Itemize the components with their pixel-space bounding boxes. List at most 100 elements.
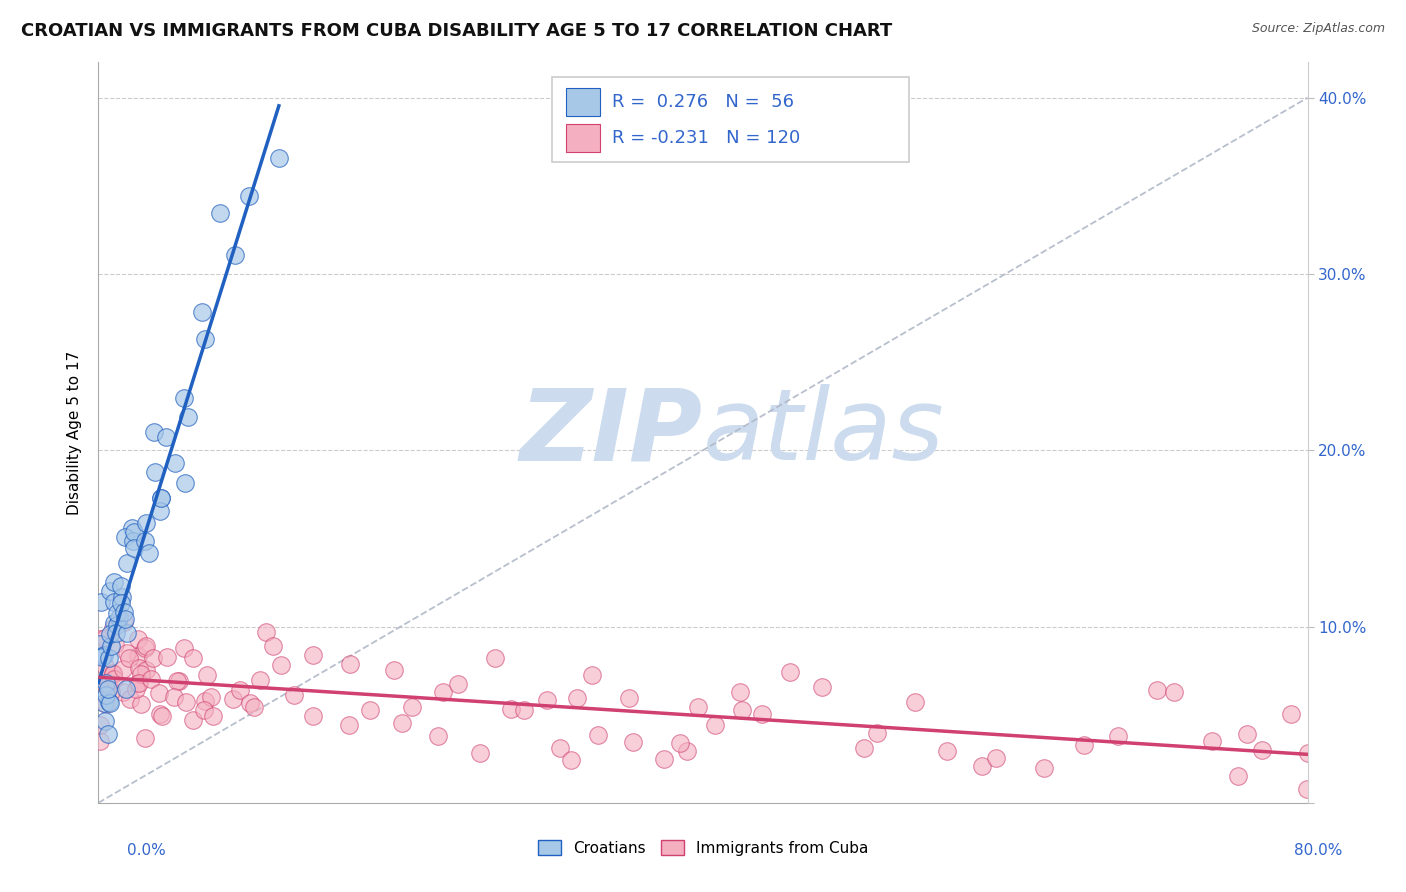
Point xyxy=(110,579,132,593)
Point xyxy=(470,746,492,760)
Point xyxy=(548,740,571,755)
Point xyxy=(560,753,582,767)
Point xyxy=(270,657,292,672)
Point xyxy=(176,410,198,425)
Point xyxy=(90,595,112,609)
Y-axis label: Disability Age 5 to 17: Disability Age 5 to 17 xyxy=(67,351,83,515)
Point xyxy=(100,639,122,653)
Point xyxy=(669,736,692,750)
Point xyxy=(484,651,506,665)
FancyBboxPatch shape xyxy=(567,124,600,152)
Point xyxy=(134,731,156,745)
Point xyxy=(224,248,246,262)
Point xyxy=(200,690,222,704)
Point xyxy=(302,708,325,723)
Point xyxy=(103,595,125,609)
Point xyxy=(249,673,271,687)
Point xyxy=(89,718,111,732)
Point xyxy=(98,584,121,599)
Point xyxy=(208,206,231,220)
Text: Source: ZipAtlas.com: Source: ZipAtlas.com xyxy=(1251,22,1385,36)
Point xyxy=(128,661,150,675)
Point xyxy=(337,717,360,731)
Point xyxy=(121,521,143,535)
Point xyxy=(193,703,215,717)
Point xyxy=(811,680,834,694)
Point xyxy=(142,425,165,440)
Point xyxy=(112,685,135,699)
Point xyxy=(165,456,187,470)
Point xyxy=(117,626,139,640)
Point xyxy=(103,575,125,590)
FancyBboxPatch shape xyxy=(567,88,600,117)
Point xyxy=(565,690,588,705)
Point xyxy=(112,662,135,676)
Point xyxy=(401,700,423,714)
Point xyxy=(114,530,136,544)
Point xyxy=(148,685,170,699)
Point xyxy=(134,534,156,549)
Point xyxy=(98,695,121,709)
Point xyxy=(101,621,124,635)
Point xyxy=(391,715,413,730)
Point xyxy=(1107,730,1129,744)
Point xyxy=(97,678,120,692)
Point xyxy=(135,664,157,678)
Point xyxy=(194,694,217,708)
Point xyxy=(302,648,325,662)
Point xyxy=(728,684,751,698)
Point xyxy=(118,692,141,706)
Point xyxy=(105,617,128,632)
Point xyxy=(149,491,172,505)
Point xyxy=(125,682,148,697)
Point xyxy=(94,631,117,645)
Point xyxy=(339,657,361,671)
Point xyxy=(1296,747,1319,761)
Point xyxy=(239,696,262,710)
Point xyxy=(98,697,121,711)
Point xyxy=(127,632,149,646)
Point xyxy=(135,639,157,653)
Point xyxy=(935,744,957,758)
Point xyxy=(107,611,129,625)
Point xyxy=(112,615,135,629)
Point xyxy=(138,546,160,560)
Point xyxy=(181,713,204,727)
Point xyxy=(191,305,214,319)
Point xyxy=(94,697,117,711)
Text: 80.0%: 80.0% xyxy=(1295,843,1343,858)
Point xyxy=(155,430,177,444)
Point xyxy=(94,677,117,691)
Point xyxy=(127,676,149,690)
Point xyxy=(149,504,172,518)
Point xyxy=(100,627,122,641)
Point xyxy=(118,650,141,665)
Point xyxy=(731,703,754,717)
Point xyxy=(129,697,152,711)
Point xyxy=(174,476,197,491)
Point xyxy=(98,650,121,665)
Text: CROATIAN VS IMMIGRANTS FROM CUBA DISABILITY AGE 5 TO 17 CORRELATION CHART: CROATIAN VS IMMIGRANTS FROM CUBA DISABIL… xyxy=(21,22,893,40)
Point xyxy=(652,752,675,766)
Legend: Croatians, Immigrants from Cuba: Croatians, Immigrants from Cuba xyxy=(531,834,875,862)
Point xyxy=(112,605,135,619)
Point xyxy=(852,740,875,755)
Point xyxy=(122,534,145,549)
Text: atlas: atlas xyxy=(703,384,945,481)
Point xyxy=(150,491,173,506)
Point xyxy=(174,695,197,709)
Point xyxy=(238,189,260,203)
Point xyxy=(384,663,406,677)
Point xyxy=(89,632,111,646)
Point xyxy=(141,672,163,686)
Point xyxy=(115,646,138,660)
Point xyxy=(426,729,449,743)
Point xyxy=(167,674,190,689)
Point xyxy=(105,606,128,620)
Point xyxy=(150,709,173,723)
Point xyxy=(91,649,114,664)
Point xyxy=(432,685,454,699)
Point xyxy=(104,625,127,640)
Point xyxy=(1073,738,1095,752)
Point xyxy=(94,714,117,729)
